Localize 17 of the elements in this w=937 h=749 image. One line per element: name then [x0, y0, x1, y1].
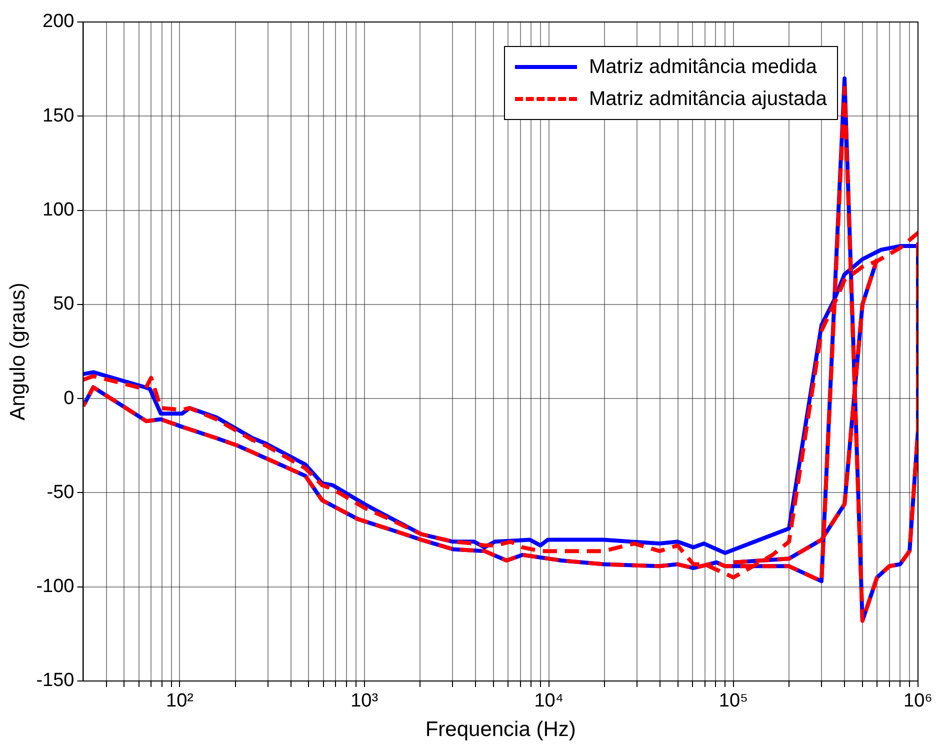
y-tick-label: -50 — [46, 482, 74, 503]
y-tick-label: -150 — [36, 670, 74, 692]
x-tick-label: 10⁴ — [534, 690, 564, 712]
x-tick-label: 10³ — [350, 690, 378, 712]
x-tick-label: 10² — [166, 690, 194, 712]
legend-label: Matriz admitância ajustada — [589, 88, 827, 110]
y-tick-label: 50 — [53, 294, 74, 315]
x-axis-title: Frequencia (Hz) — [425, 718, 576, 742]
y-tick-label: 150 — [42, 105, 74, 126]
y-axis-title: Angulo (graus) — [6, 282, 30, 420]
y-tick-label: 200 — [42, 11, 74, 32]
y-tick-label: 100 — [42, 200, 74, 221]
x-tick-label: 10⁵ — [718, 690, 748, 712]
y-tick-label: 0 — [64, 388, 74, 409]
y-tick-label: -100 — [36, 576, 74, 598]
legend-label: Matriz admitância medida — [589, 56, 817, 78]
x-tick-label: 10⁶ — [904, 690, 932, 712]
